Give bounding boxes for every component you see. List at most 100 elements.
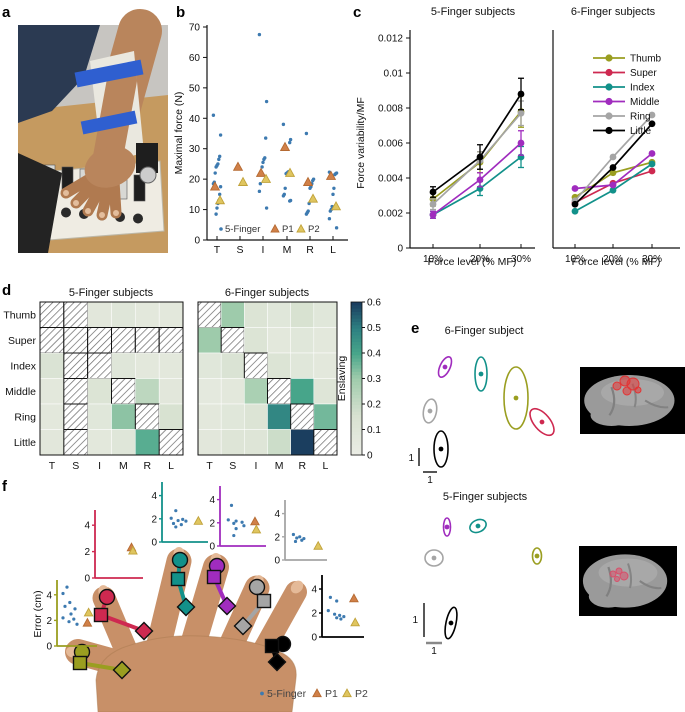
panel-c-right-title: 6-Finger subjects [570, 6, 656, 18]
svg-text:Thumb: Thumb [630, 54, 662, 65]
svg-text:Little: Little [14, 437, 36, 449]
error-inset-little: 0 2 4 [311, 575, 364, 644]
svg-text:0.6: 0.6 [367, 298, 381, 309]
svg-text:20%: 20% [470, 254, 490, 265]
svg-text:4: 4 [209, 495, 215, 506]
error-inset-super: 0 2 4 [84, 510, 143, 585]
digit-ellipse-little [433, 430, 449, 468]
svg-text:10: 10 [189, 205, 201, 216]
digit-ellipse-thumb [503, 366, 529, 430]
digit-ellipse-thumb [531, 547, 543, 565]
svg-text:T: T [49, 460, 56, 472]
svg-text:2: 2 [151, 514, 157, 525]
svg-text:Ring: Ring [630, 112, 651, 123]
svg-text:R: R [306, 244, 314, 256]
panel-f-hand-plots: 0 2 4 0 2 4 Error (cm) 0 2 4 0 2 4 0 2 4 0 2 4 5-Finger P1 P2 [0, 480, 420, 712]
svg-text:0: 0 [151, 538, 157, 549]
svg-text:30: 30 [189, 144, 201, 155]
svg-text:0.01: 0.01 [384, 69, 404, 80]
svg-text:4: 4 [46, 590, 52, 601]
panel-f-label: f [2, 478, 7, 495]
panel-a-label: a [2, 4, 11, 21]
svg-text:Little: Little [630, 126, 652, 137]
svg-text:0: 0 [367, 451, 373, 462]
svg-text:40: 40 [189, 114, 201, 125]
svg-text:1: 1 [431, 646, 437, 657]
svg-text:0: 0 [274, 556, 280, 567]
digit-ellipse-middle [442, 517, 452, 537]
panel-c-label: c [353, 4, 362, 21]
svg-text:0.012: 0.012 [378, 34, 403, 45]
svg-text:S: S [229, 460, 236, 472]
svg-text:M: M [119, 460, 128, 472]
svg-text:0.006: 0.006 [378, 139, 403, 150]
svg-text:5-Finger: 5-Finger [267, 688, 307, 700]
digit-ellipse-middle [437, 356, 453, 378]
panel-b-label: b [176, 4, 186, 21]
svg-text:0.3: 0.3 [367, 374, 381, 385]
svg-text:70: 70 [189, 23, 201, 34]
svg-text:Force level (% MF): Force level (% MF) [572, 256, 661, 268]
error-inset-ring: 0 2 4 [274, 500, 327, 567]
svg-text:Super: Super [8, 335, 37, 347]
panel-b-svg: 0 10 20 30 40 50 60 70 T S I M R L Maximal force (N) 5-… [173, 23, 348, 256]
panel-c-charts: 10% 20% 30% 0 0.002 0.004 0.006 0.008 0.01 0.012 1… [350, 5, 685, 275]
svg-text:0.008: 0.008 [378, 104, 403, 115]
svg-text:0: 0 [209, 542, 215, 553]
svg-text:Ring: Ring [14, 411, 36, 423]
digit-ellipse-ring [424, 549, 444, 567]
digit-ellipse-index [474, 356, 488, 392]
svg-text:0.4: 0.4 [367, 349, 381, 360]
svg-text:T: T [206, 460, 213, 472]
svg-text:T: T [214, 244, 221, 256]
svg-text:R: R [143, 460, 151, 472]
panel-d-heatmaps: T S I M R L T S I M R L Thumb Super Index Middle Ring Lit… [0, 284, 400, 484]
svg-text:4: 4 [311, 585, 317, 596]
svg-text:Force variability/MF: Force variability/MF [355, 97, 367, 189]
svg-text:0.004: 0.004 [378, 174, 403, 185]
svg-text:0.002: 0.002 [378, 209, 403, 220]
finger-marker-chain-index [170, 551, 196, 617]
svg-text:L: L [168, 460, 174, 472]
error-inset-index: 0 2 4 [151, 482, 208, 549]
digit-ellipse-ring [422, 398, 438, 424]
panel-f-legend: 5-Finger P1 P2 [260, 688, 368, 700]
svg-text:0.1: 0.1 [367, 425, 381, 436]
svg-text:S: S [236, 244, 243, 256]
svg-text:1: 1 [412, 615, 418, 626]
finger-marker-chain-ring [233, 578, 272, 636]
panel-d-label: d [2, 282, 12, 299]
panel-e-bottom-title: 5-Finger subjects [442, 491, 528, 503]
svg-text:Middle: Middle [630, 97, 660, 108]
svg-text:20: 20 [189, 175, 201, 186]
svg-text:Index: Index [630, 83, 654, 94]
panel-d-right-title: 6-Finger subjects [224, 287, 310, 299]
panel-b-chart: 0 10 20 30 40 50 60 70 T S I M R L Maximal force (N) 5-… [170, 5, 355, 260]
panel-e-top-title: 6-Finger subject [444, 325, 524, 337]
panel-e-svg: 1 1 1 1 [408, 356, 685, 657]
svg-text:4: 4 [84, 521, 90, 532]
brain-image [580, 367, 685, 434]
svg-text:Force level (% MF): Force level (% MF) [428, 256, 517, 268]
svg-text:5-Finger: 5-Finger [225, 224, 260, 235]
digit-ellipse-index [469, 518, 487, 534]
panel-c-svg: 10% 20% 30% 0 0.002 0.004 0.006 0.008 0.01 0.012 1… [355, 30, 680, 268]
svg-text:2: 2 [209, 518, 215, 529]
panel-b-legend: 5-Finger P1 P2 [219, 223, 320, 235]
svg-text:10%: 10% [423, 254, 443, 265]
svg-text:I: I [98, 460, 101, 472]
svg-text:0: 0 [311, 633, 317, 644]
svg-text:R: R [298, 460, 306, 472]
svg-text:0.2: 0.2 [367, 400, 381, 411]
svg-text:Index: Index [10, 360, 36, 372]
panel-a-svg [18, 9, 168, 253]
svg-text:0: 0 [397, 244, 403, 255]
svg-text:2: 2 [311, 609, 317, 620]
svg-text:Super: Super [630, 68, 657, 79]
brain-image [579, 546, 677, 616]
panel-d-svg: T S I M R L T S I M R L Thumb Super Index Middle Ring Lit… [3, 298, 381, 473]
svg-text:20%: 20% [603, 254, 623, 265]
svg-text:30%: 30% [642, 254, 662, 265]
